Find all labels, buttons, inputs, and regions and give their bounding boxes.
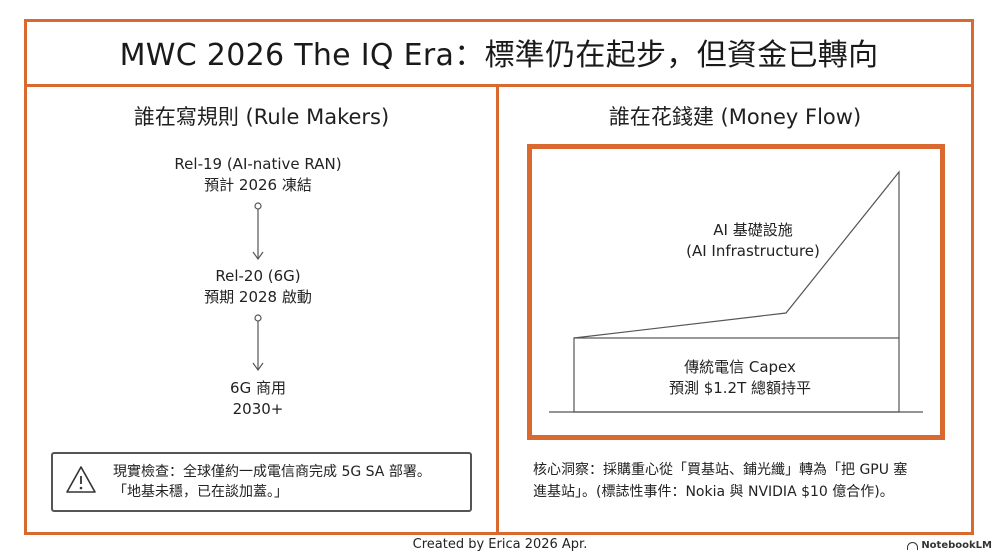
footer-credit: Created by Erica 2026 Apr. — [412, 537, 588, 552]
core-insight-text: 核心洞察：採購重心從「買基站、鋪光纖」轉為「把 GPU 塞 進基站」。(標誌性事… — [533, 459, 963, 503]
ai-label-subtitle: (AI Infrastructure) — [686, 242, 820, 260]
reality-check-text: 現實檢查：全球僅約一成電信商完成 5G SA 部署。 「地基未穩，已在談加蓋。」 — [113, 462, 468, 502]
timeline-step-title: Rel-20 (6G) — [215, 267, 301, 285]
reality-check-quote: 「地基未穩，已在談加蓋。」 — [113, 484, 288, 500]
timeline-step-rel19: Rel-19 (AI-native RAN) 預計 2026 凍結 — [140, 154, 376, 196]
telecom-capex-label: 傳統電信 Capex 預測 $1.2T 總額持平 — [610, 357, 870, 399]
timeline-step-detail: 預期 2028 啟動 — [204, 288, 312, 306]
slide-title: MWC 2026 The IQ Era：標準仍在起步，但資金已轉向 — [119, 37, 879, 73]
telecom-label-detail: 預測 $1.2T 總額持平 — [668, 379, 812, 397]
insight-line: 核心洞察：採購重心從「買基站、鋪光纖」轉為「把 GPU 塞 — [533, 462, 908, 478]
timeline-step-rel20: Rel-20 (6G) 預期 2028 啟動 — [140, 266, 376, 308]
timeline-step-detail: 2030+ — [232, 400, 284, 418]
telecom-label-title: 傳統電信 Capex — [684, 358, 796, 376]
timeline-step-title: 6G 商用 — [230, 379, 286, 397]
brand-label: NotebookLM — [921, 540, 992, 551]
ai-infrastructure-label: AI 基礎設施 (AI Infrastructure) — [668, 220, 838, 262]
panel-divider — [496, 87, 499, 535]
title-bar: MWC 2026 The IQ Era：標準仍在起步，但資金已轉向 — [24, 19, 974, 87]
reality-check-box: 現實檢查：全球僅約一成電信商完成 5G SA 部署。 「地基未穩，已在談加蓋。」 — [51, 452, 472, 512]
insight-line: 進基站」。(標誌性事件：Nokia 與 NVIDIA $10 億合作)。 — [533, 484, 894, 500]
connector-arrow-2 — [252, 314, 264, 372]
connector-arrow-1 — [252, 202, 264, 261]
warning-triangle-icon — [66, 466, 96, 493]
reality-check-line: 現實檢查：全球僅約一成電信商完成 5G SA 部署。 — [113, 464, 431, 480]
right-panel-heading: 誰在花錢建 (Money Flow) — [608, 105, 862, 129]
money-flow-chart-frame — [527, 144, 945, 440]
telecom-capex-block — [573, 337, 900, 413]
ai-infrastructure-area — [573, 170, 900, 339]
slide-frame — [24, 19, 974, 535]
timeline-step-title: Rel-19 (AI-native RAN) — [174, 155, 342, 173]
timeline-step-6g: 6G 商用 2030+ — [140, 378, 376, 420]
left-panel-heading: 誰在寫規則 (Rule Makers) — [133, 105, 390, 129]
timeline-step-detail: 預計 2026 凍結 — [204, 176, 312, 194]
notebooklm-brand: NotebookLM — [907, 540, 992, 551]
notebooklm-logo-icon — [907, 541, 919, 550]
ai-label-title: AI 基礎設施 — [713, 221, 793, 239]
